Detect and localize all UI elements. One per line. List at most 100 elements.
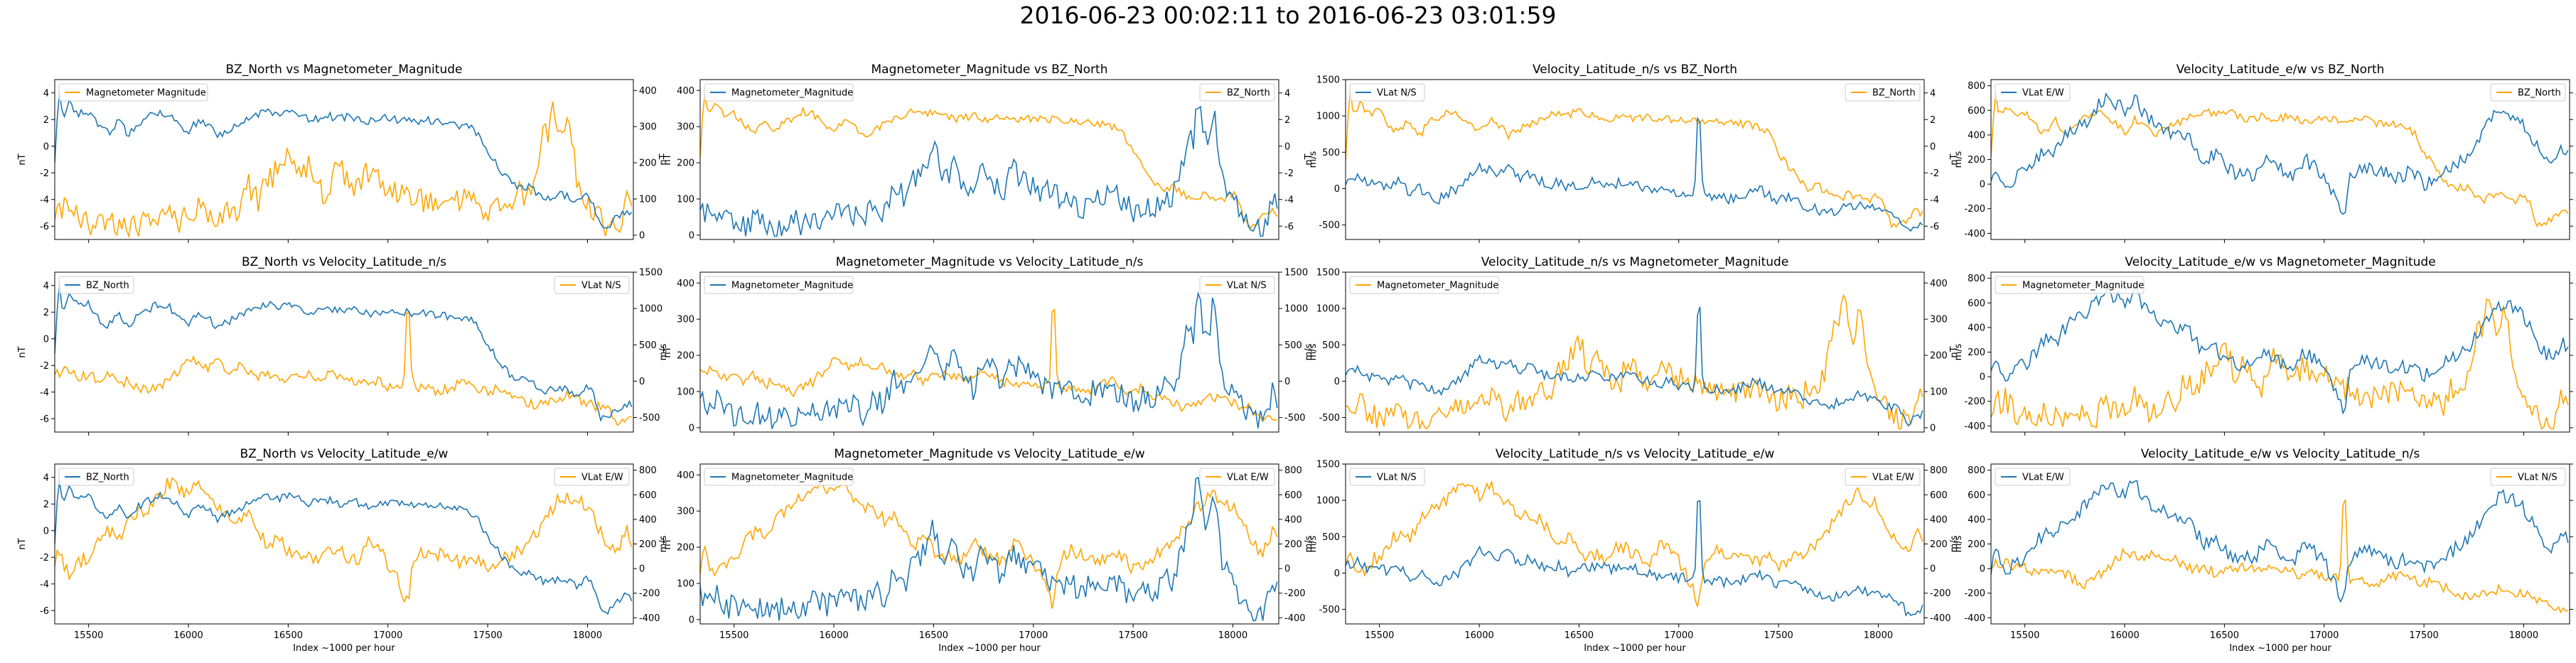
x-tick-label: 17500	[2409, 630, 2438, 641]
legend-box	[2490, 83, 2566, 102]
y-tick-label-left: -400	[1964, 613, 1985, 624]
y-tick-label-right: -200	[1930, 588, 1951, 599]
y-tick-label-left: -400	[1964, 421, 1985, 432]
y-tick-label-left: -500	[1319, 413, 1340, 424]
y-axis-label-left: nT	[17, 538, 28, 549]
y-tick-label-right: -4	[1930, 195, 1939, 205]
y-tick-label-right: 800	[1284, 465, 1302, 476]
primary-series-line	[1991, 284, 2569, 415]
legend-label: BZ_North	[86, 281, 129, 291]
y-tick-label-left: 4	[43, 281, 49, 291]
y-tick-label-left: 500	[1322, 148, 1340, 158]
y-tick-label-right: 400	[1284, 514, 1302, 525]
subplot-title: BZ_North vs Velocity_Latitude_n/s	[242, 255, 446, 269]
y-tick-label-left: 0	[1334, 568, 1340, 579]
y-tick-label-right: 200	[1930, 351, 1948, 362]
y-tick-label-left: -2	[40, 553, 49, 564]
axes-frame	[54, 463, 634, 625]
y-tick-label-right: 1000	[639, 304, 662, 315]
y-tick-label-left: 100	[677, 194, 694, 205]
axes-frame	[699, 463, 1279, 625]
x-tick-label: 17000	[1664, 630, 1693, 641]
y-tick-label-left: 300	[677, 507, 694, 517]
y-tick-label-right: 1500	[1284, 268, 1308, 279]
y-tick-label-left: 4	[43, 88, 49, 99]
y-tick-label-left: 400	[677, 86, 694, 97]
y-tick-label-right: 0	[1284, 564, 1290, 575]
legend: Magnetometer_Magnitude	[704, 468, 854, 486]
y-tick-label-left: -6	[40, 222, 49, 232]
y-tick-label-left: 500	[1322, 340, 1340, 351]
y-tick-label-right: 0	[1284, 377, 1290, 387]
y-tick-label-left: -4	[40, 579, 49, 590]
subplot: Velocity_Latitude_e/w vs BZ_North -400 -20…	[1953, 63, 2576, 243]
x-axis-label: Index ~1000 per hour	[2229, 643, 2331, 654]
y-tick-label-right: 600	[639, 490, 657, 501]
secondary-series-line	[1346, 293, 1923, 430]
x-tick-label: 16500	[274, 630, 303, 641]
legend-box	[58, 468, 134, 486]
y-tick-label-right: -400	[639, 613, 660, 624]
y-tick-label-left: -200	[1964, 204, 1985, 215]
secondary-series-line	[700, 483, 1278, 609]
legend-label: VLat N/S	[1377, 88, 1417, 99]
legend-label: BZ_North	[1227, 88, 1270, 99]
y-tick-label-left: 600	[1968, 106, 1985, 117]
legend-box	[1199, 83, 1275, 102]
y-tick-label-left: 100	[677, 387, 694, 397]
legend: BZ_North	[1845, 83, 1921, 102]
y-tick-label-left: -4	[40, 195, 49, 205]
axes-frame	[1345, 271, 1925, 433]
legend: VLat N/S	[554, 276, 630, 294]
legend: BZ_North	[2490, 83, 2566, 102]
axes-frame	[1990, 271, 2570, 433]
y-tick-label-right: -400	[1284, 613, 1306, 624]
legend-label: VLat N/S	[581, 281, 621, 291]
y-tick-label-right: -200	[1284, 588, 1306, 599]
y-tick-label-left: 600	[1968, 490, 1985, 501]
y-axis-label-left: m/s	[1308, 151, 1319, 168]
legend-label: VLat N/S	[1377, 473, 1417, 483]
x-tick-label: 16000	[1464, 630, 1493, 641]
legend-box	[1845, 468, 1921, 486]
y-tick-label-left: 0	[1980, 564, 1985, 575]
y-tick-label-left: 100	[677, 578, 694, 589]
y-tick-label-right: 300	[639, 122, 657, 133]
subplot-title: Magnetometer_Magnitude vs Velocity_Latit…	[836, 255, 1144, 269]
x-tick-label: 18000	[1864, 630, 1893, 641]
legend: Magnetometer_Magnitude	[704, 276, 854, 294]
x-tick-label: 16000	[819, 630, 848, 641]
y-axis-label-right: m/s	[1304, 535, 1314, 552]
y-axis-label-right: m/s	[1304, 343, 1314, 360]
y-tick-label-right: 0	[639, 564, 645, 575]
y-axis-label-right: m/s	[1949, 535, 1960, 552]
y-axis-label-right: nT	[658, 153, 669, 165]
x-tick-label: 17000	[373, 630, 402, 641]
legend: Magnetometer_Magnitude	[1349, 276, 1499, 294]
legend-box	[554, 468, 630, 486]
legend: VLat E/W	[1995, 468, 2071, 486]
x-axis-label: Index ~1000 per hour	[938, 643, 1041, 654]
subplot: BZ_North vs Velocity_Latitude_e/w-6-4-20…	[17, 447, 669, 654]
legend-box	[1845, 83, 1921, 102]
legend: VLat E/W	[1845, 468, 1921, 486]
y-axis-label-right: m/s	[658, 343, 669, 360]
subplot: Magnetometer_Magnitude vs BZ_North010020…	[662, 63, 1314, 243]
subplot: Velocity_Latitude_n/s vs Velocity_Latitu…	[1308, 447, 1960, 654]
y-tick-label-right: -200	[639, 588, 660, 599]
axes-frame	[54, 271, 634, 433]
y-tick-label-right: 400	[639, 86, 657, 97]
subplot-title: Velocity_Latitude_e/w vs Magnetometer_Ma…	[2125, 255, 2435, 269]
y-tick-label-left: 200	[1968, 347, 1985, 358]
x-tick-label: 17000	[1019, 630, 1048, 641]
y-tick-label-left: 400	[677, 470, 694, 481]
y-tick-label-left: 0	[43, 334, 49, 345]
x-tick-label: 17500	[1764, 630, 1793, 641]
legend-box	[1349, 276, 1499, 294]
legend-label: VLat E/W	[2022, 88, 2064, 99]
primary-series-line	[700, 476, 1278, 622]
y-axis-label-right: nT	[1304, 153, 1314, 165]
y-tick-label-left: 4	[43, 473, 49, 483]
y-tick-label-right: 0	[1284, 141, 1290, 152]
legend-box	[1349, 83, 1425, 102]
